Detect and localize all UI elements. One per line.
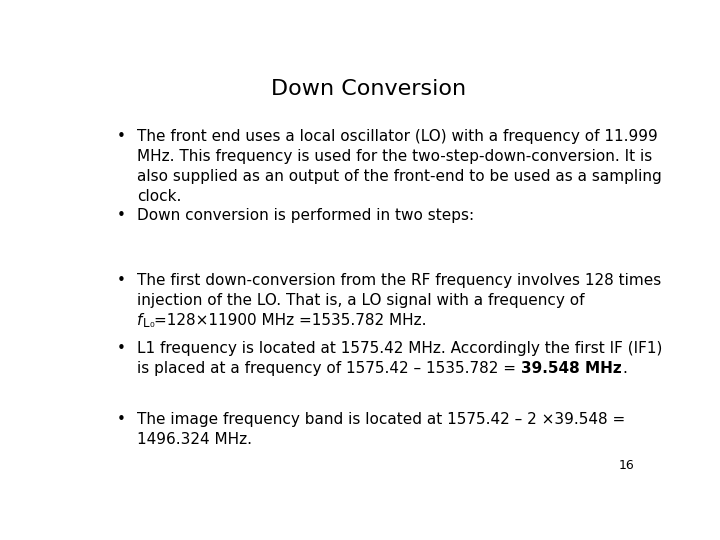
- Text: •: •: [116, 129, 125, 144]
- Text: •: •: [116, 412, 125, 427]
- Text: L1 frequency is located at 1575.42 MHz. Accordingly the first IF (IF1): L1 frequency is located at 1575.42 MHz. …: [138, 341, 663, 356]
- Text: The image frequency band is located at 1575.42 – 2 ×39.548 =: The image frequency band is located at 1…: [138, 412, 626, 427]
- Text: f: f: [138, 313, 143, 328]
- Text: The front end uses a local oscillator (LO) with a frequency of 11.999: The front end uses a local oscillator (L…: [138, 129, 658, 144]
- Text: •: •: [116, 273, 125, 288]
- Text: also supplied as an output of the front-end to be used as a sampling: also supplied as an output of the front-…: [138, 169, 662, 184]
- Text: clock.: clock.: [138, 189, 182, 204]
- Text: Down conversion is performed in two steps:: Down conversion is performed in two step…: [138, 208, 474, 223]
- Text: •: •: [116, 341, 125, 356]
- Text: 16: 16: [618, 460, 634, 472]
- Text: The first down-conversion from the RF frequency involves 128 times: The first down-conversion from the RF fr…: [138, 273, 662, 288]
- Text: injection of the LO. That is, a LO signal with a frequency of: injection of the LO. That is, a LO signa…: [138, 293, 585, 308]
- Text: •: •: [116, 208, 125, 223]
- Text: MHz. This frequency is used for the two-step-down-conversion. It is: MHz. This frequency is used for the two-…: [138, 149, 653, 164]
- Text: ₀: ₀: [149, 317, 154, 330]
- Text: Down Conversion: Down Conversion: [271, 79, 467, 99]
- Text: 1496.324 MHz.: 1496.324 MHz.: [138, 432, 253, 447]
- Text: L: L: [143, 317, 149, 330]
- Text: is placed at a frequency of 1575.42 – 1535.782 =: is placed at a frequency of 1575.42 – 15…: [138, 361, 521, 376]
- Text: =128×11900 MHz =1535.782 MHz.: =128×11900 MHz =1535.782 MHz.: [154, 313, 426, 328]
- Text: .: .: [622, 361, 627, 376]
- Text: 39.548 MHz: 39.548 MHz: [521, 361, 622, 376]
